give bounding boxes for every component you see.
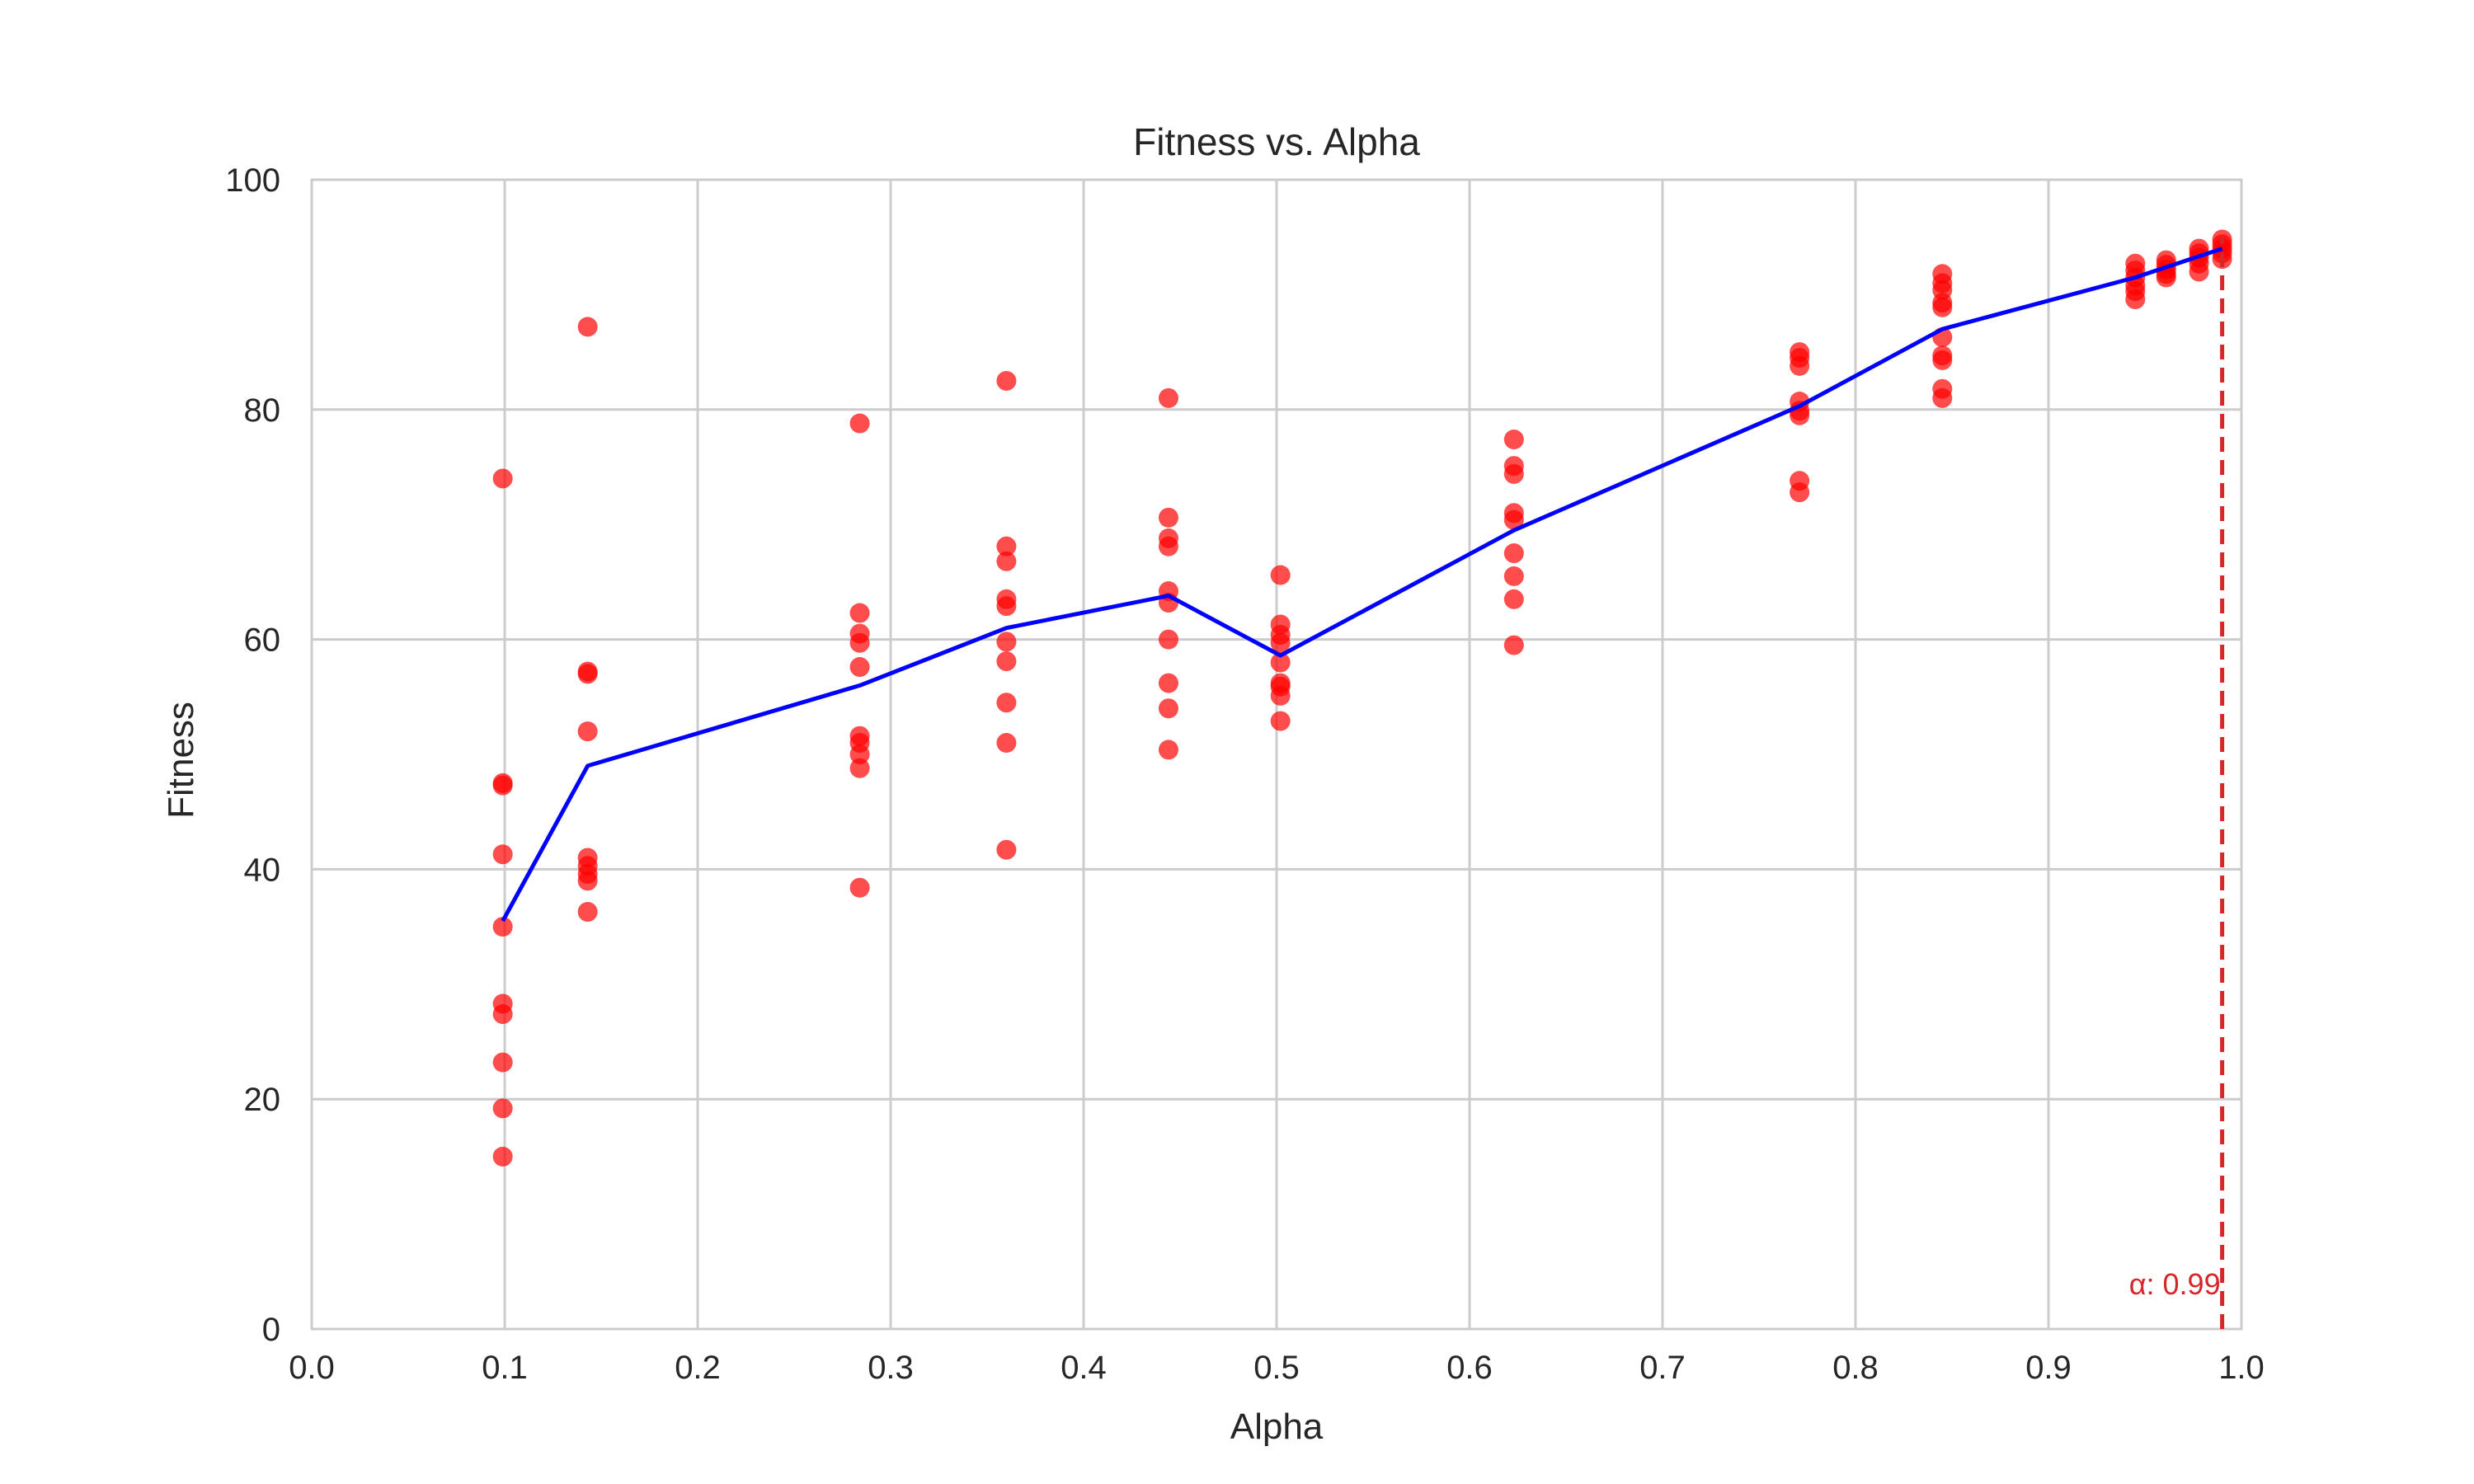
scatter-point — [1503, 510, 1524, 530]
scatter-point — [849, 413, 870, 434]
y-tick-label: 60 — [244, 622, 281, 659]
scatter-point — [1158, 698, 1178, 719]
scatter-point — [849, 632, 870, 653]
scatter-point — [849, 758, 870, 778]
scatter-point — [849, 657, 870, 678]
scatter-point — [1270, 652, 1291, 673]
scatter-point — [996, 651, 1017, 672]
scatter-point — [577, 901, 598, 922]
scatter-point — [996, 733, 1017, 754]
alpha-marker-label: α: 0.99 — [2129, 1267, 2221, 1301]
scatter-point — [1503, 543, 1524, 564]
mean-line-layer — [501, 247, 2223, 923]
scatter-point — [849, 877, 870, 898]
scatter-point — [849, 603, 870, 623]
scatter-point — [996, 536, 1017, 556]
scatter-point — [492, 1146, 513, 1167]
scatter-point — [577, 317, 598, 337]
scatter-point — [1158, 673, 1178, 693]
scatter-point — [1158, 387, 1178, 408]
plot-frame — [310, 178, 2243, 1331]
scatter-point — [996, 370, 1017, 391]
scatter-points — [492, 229, 2232, 1167]
scatter-point — [1932, 297, 1953, 317]
scatter-point — [1503, 635, 1524, 655]
scatter-point — [1932, 350, 1953, 370]
scatter-point — [996, 632, 1017, 652]
scatter-point — [492, 1004, 513, 1025]
y-tick-label: 0 — [262, 1312, 280, 1348]
scatter-point — [2156, 267, 2176, 288]
x-tick-label: 0.0 — [289, 1350, 335, 1386]
y-axis-title: Fitness — [161, 702, 201, 819]
scatter-point — [2189, 261, 2209, 282]
scatter-point — [1932, 387, 1953, 408]
y-tick-label: 100 — [225, 162, 280, 199]
scatter-point — [1503, 430, 1524, 450]
scatter-point — [1503, 589, 1524, 609]
x-tick-label: 0.7 — [1639, 1350, 1686, 1386]
y-tick-label: 80 — [244, 392, 281, 429]
scatter-point — [492, 775, 513, 796]
mean-fitness-line — [501, 247, 2223, 923]
y-tick-label: 40 — [244, 852, 281, 888]
scatter-point — [1503, 566, 1524, 586]
scatter-point — [492, 1052, 513, 1073]
x-tick-label: 0.3 — [868, 1350, 914, 1386]
x-axis-title: Alpha — [1230, 1407, 1324, 1447]
scatter-point — [492, 844, 513, 865]
y-tick-label: 20 — [244, 1082, 281, 1118]
scatter-point — [996, 596, 1017, 617]
scatter-point — [1270, 565, 1291, 585]
scatter-point — [1270, 685, 1291, 706]
scatter-point — [1158, 536, 1178, 556]
x-tick-label: 0.5 — [1253, 1350, 1300, 1386]
scatter-point — [1270, 711, 1291, 731]
scatter-point — [1158, 740, 1178, 760]
scatter-point — [492, 917, 513, 937]
scatter-point — [577, 871, 598, 891]
x-tick-label: 0.9 — [2025, 1350, 2072, 1386]
scatter-point — [1790, 355, 1810, 376]
scatter-point — [996, 839, 1017, 860]
x-tick-labels: 0.0 0.1 0.2 0.3 0.4 0.5 0.6 0.7 0.8 0.9 1.0 — [289, 1350, 2265, 1386]
scatter-point — [1790, 482, 1810, 503]
x-tick-label: 0.6 — [1446, 1350, 1493, 1386]
scatter-point — [492, 1098, 513, 1119]
scatter-point — [996, 693, 1017, 713]
scatter-point — [1270, 632, 1291, 653]
x-tick-label: 0.2 — [675, 1350, 721, 1386]
scatter-point — [577, 664, 598, 684]
plot-frame-rect — [310, 178, 2243, 1331]
scatter-point — [577, 721, 598, 742]
scatter-point — [492, 468, 513, 489]
scatter-point — [1503, 463, 1524, 484]
scatter-point — [1158, 507, 1178, 528]
chart-title: Fitness vs. Alpha — [1133, 120, 1420, 163]
x-tick-label: 0.4 — [1061, 1350, 1107, 1386]
x-tick-label: 1.0 — [2218, 1350, 2265, 1386]
scatter-point — [849, 744, 870, 764]
scatter-point — [1158, 629, 1178, 650]
alpha-marker-layer: α: 0.99 — [2129, 237, 2225, 1329]
x-tick-label: 0.8 — [1832, 1350, 1879, 1386]
scatter-point — [996, 551, 1017, 571]
y-tick-labels: 0 20 40 60 80 100 — [225, 162, 280, 1348]
scatter-point — [2125, 289, 2146, 309]
x-tick-label: 0.1 — [482, 1350, 528, 1386]
